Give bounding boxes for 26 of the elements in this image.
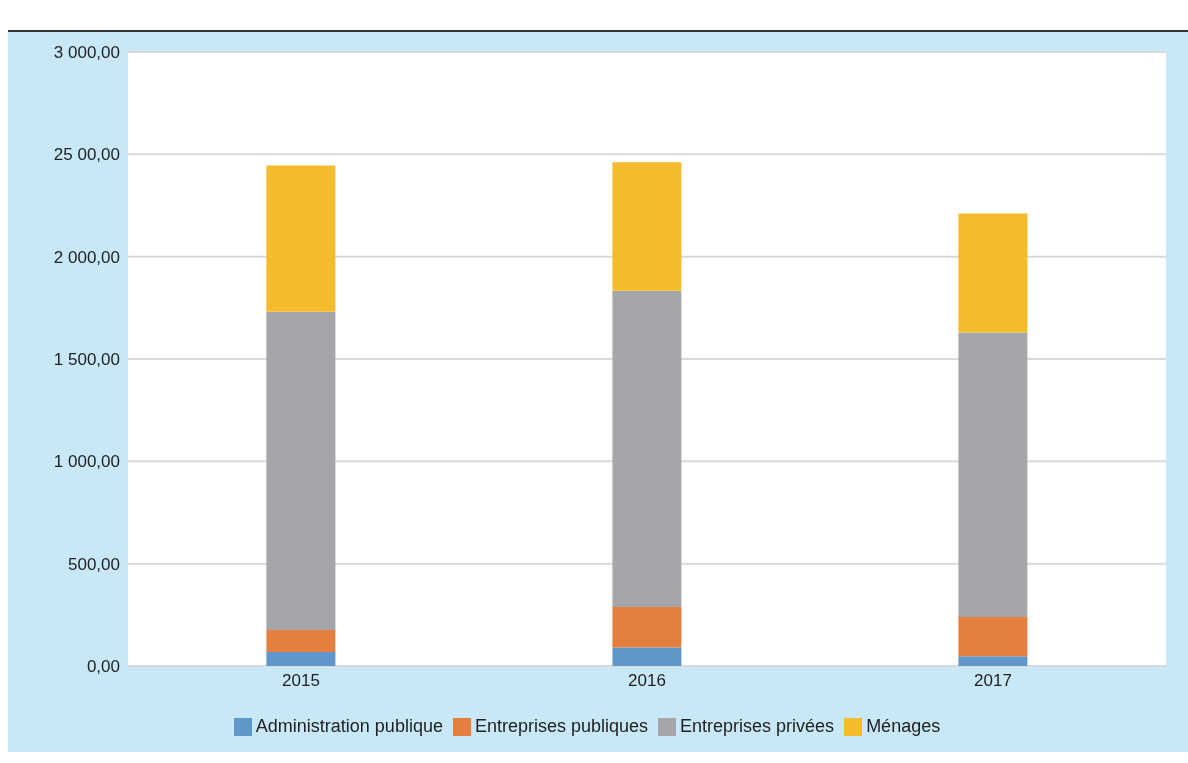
legend-label: Administration publique — [255, 716, 443, 736]
legend-label: Entreprises privées — [680, 716, 835, 736]
bar — [958, 213, 1028, 333]
bar — [266, 165, 336, 312]
bar — [958, 332, 1028, 617]
y-tick-label: 25 00,00 — [53, 145, 120, 165]
y-tick-label: 500,00 — [68, 554, 120, 574]
bar — [266, 629, 336, 652]
x-tick-label: 2016 — [628, 671, 666, 691]
y-tick-label: 3 000,00 — [53, 43, 120, 63]
y-tick-label: 1 000,00 — [53, 452, 120, 472]
bar — [958, 616, 1028, 657]
legend-label: Ménages — [866, 716, 941, 736]
y-tick-label: 1 500,00 — [53, 350, 120, 370]
x-tick-label: 2015 — [282, 671, 320, 691]
x-tick-label: 2017 — [974, 671, 1012, 691]
bar — [612, 647, 682, 666]
legend-label: Entreprises publiques — [474, 716, 649, 736]
y-tick-label: 2 000,00 — [53, 247, 120, 267]
bar — [612, 162, 682, 291]
y-tick-label: 0,00 — [86, 657, 120, 677]
bar — [958, 656, 1028, 666]
bar — [612, 607, 682, 648]
bar — [612, 290, 682, 608]
bar — [266, 311, 336, 630]
bar — [266, 651, 336, 666]
